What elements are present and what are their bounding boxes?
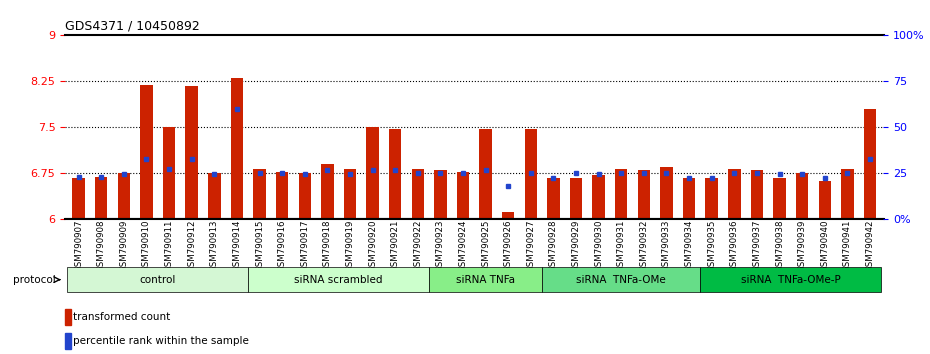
- FancyBboxPatch shape: [429, 267, 542, 292]
- Bar: [841, 169, 854, 219]
- Text: GDS4371 / 10450892: GDS4371 / 10450892: [65, 20, 200, 33]
- Text: GSM790914: GSM790914: [232, 219, 242, 272]
- Bar: [818, 182, 830, 219]
- Text: GSM790931: GSM790931: [617, 219, 626, 272]
- Bar: [208, 173, 220, 219]
- Text: GSM790924: GSM790924: [458, 219, 468, 272]
- Text: GSM790929: GSM790929: [572, 219, 580, 272]
- Bar: [615, 169, 628, 219]
- Text: GSM790911: GSM790911: [165, 219, 174, 272]
- Bar: [751, 170, 764, 219]
- Text: GSM790939: GSM790939: [798, 219, 806, 272]
- Text: GSM790920: GSM790920: [368, 219, 377, 272]
- Bar: [95, 177, 108, 219]
- Bar: [706, 178, 718, 219]
- Bar: [660, 167, 672, 219]
- Text: transformed count: transformed count: [73, 312, 171, 322]
- Bar: [344, 169, 356, 219]
- Bar: [231, 78, 243, 219]
- Bar: [163, 127, 176, 219]
- Bar: [773, 178, 786, 219]
- Text: siRNA scrambled: siRNA scrambled: [295, 275, 383, 285]
- Bar: [140, 85, 153, 219]
- Bar: [457, 172, 470, 219]
- Text: GSM790935: GSM790935: [707, 219, 716, 272]
- Text: GSM790940: GSM790940: [820, 219, 830, 272]
- FancyBboxPatch shape: [248, 267, 429, 292]
- Text: GSM790907: GSM790907: [74, 219, 83, 272]
- Text: GSM790926: GSM790926: [504, 219, 512, 272]
- Bar: [683, 178, 696, 219]
- Text: GSM790912: GSM790912: [187, 219, 196, 272]
- Bar: [321, 164, 334, 219]
- Text: siRNA  TNFa-OMe: siRNA TNFa-OMe: [577, 275, 666, 285]
- Bar: [570, 178, 582, 219]
- Text: GSM790925: GSM790925: [481, 219, 490, 272]
- Bar: [253, 169, 266, 219]
- Text: GSM790923: GSM790923: [436, 219, 445, 272]
- Text: GSM790936: GSM790936: [730, 219, 738, 272]
- Text: control: control: [140, 275, 176, 285]
- Text: GSM790942: GSM790942: [866, 219, 874, 272]
- Text: GSM790918: GSM790918: [323, 219, 332, 272]
- Bar: [592, 175, 604, 219]
- FancyBboxPatch shape: [700, 267, 882, 292]
- Bar: [547, 178, 560, 219]
- Text: percentile rank within the sample: percentile rank within the sample: [73, 336, 249, 346]
- Text: GSM790930: GSM790930: [594, 219, 604, 272]
- Bar: [525, 129, 537, 219]
- Text: GSM790934: GSM790934: [684, 219, 694, 272]
- Text: GSM790908: GSM790908: [97, 219, 106, 272]
- Text: siRNA TNFa: siRNA TNFa: [456, 275, 515, 285]
- Text: GSM790919: GSM790919: [345, 219, 354, 272]
- Bar: [864, 109, 876, 219]
- Bar: [638, 170, 650, 219]
- Bar: [299, 173, 311, 219]
- Text: GSM790913: GSM790913: [210, 219, 219, 272]
- Text: GSM790921: GSM790921: [391, 219, 400, 272]
- Bar: [276, 172, 288, 219]
- Text: GSM790941: GSM790941: [843, 219, 852, 272]
- Text: GSM790927: GSM790927: [526, 219, 536, 272]
- Text: GSM790910: GSM790910: [142, 219, 151, 272]
- Bar: [502, 211, 514, 219]
- Bar: [65, 309, 71, 325]
- Bar: [479, 129, 492, 219]
- Text: GSM790917: GSM790917: [300, 219, 310, 272]
- Text: GSM790932: GSM790932: [639, 219, 648, 272]
- Bar: [412, 169, 424, 219]
- Bar: [434, 170, 446, 219]
- Bar: [65, 333, 71, 349]
- Bar: [73, 178, 85, 219]
- Bar: [366, 127, 379, 219]
- Text: GSM790922: GSM790922: [413, 219, 422, 272]
- Text: GSM790933: GSM790933: [662, 219, 671, 272]
- Text: GSM790915: GSM790915: [255, 219, 264, 272]
- Text: GSM790937: GSM790937: [752, 219, 762, 272]
- Text: GSM790938: GSM790938: [775, 219, 784, 272]
- Bar: [118, 173, 130, 219]
- Text: GSM790928: GSM790928: [549, 219, 558, 272]
- Text: GSM790916: GSM790916: [278, 219, 286, 272]
- Text: siRNA  TNFa-OMe-P: siRNA TNFa-OMe-P: [741, 275, 841, 285]
- Text: GSM790909: GSM790909: [119, 219, 128, 272]
- Bar: [389, 129, 402, 219]
- FancyBboxPatch shape: [67, 267, 248, 292]
- Bar: [728, 169, 740, 219]
- Bar: [185, 86, 198, 219]
- Bar: [796, 173, 808, 219]
- FancyBboxPatch shape: [542, 267, 700, 292]
- Text: protocol: protocol: [13, 275, 56, 285]
